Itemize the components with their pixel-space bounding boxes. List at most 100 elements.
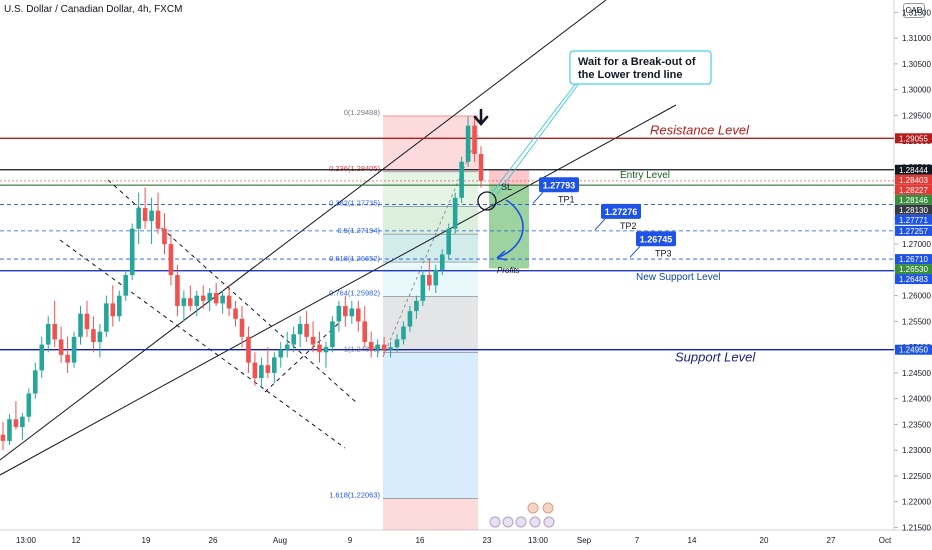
candle-body xyxy=(304,323,309,337)
price-tick-label: 1.25500 xyxy=(902,317,931,326)
fib-level-label: 0.618(1.26652) xyxy=(329,254,380,263)
candle-body xyxy=(233,308,238,319)
profits-label: Profits xyxy=(497,266,520,275)
price-tick-label: 1.31500 xyxy=(902,8,931,17)
event-us-icon[interactable] xyxy=(489,516,501,528)
time-tick-label: 9 xyxy=(348,536,353,545)
time-tick-label: 20 xyxy=(760,536,769,545)
symbol-title: U.S. Dollar / Canadian Dollar, 4h, FXCM xyxy=(4,4,183,15)
upper-channel-line[interactable] xyxy=(0,0,607,461)
time-tick-label: 14 xyxy=(688,536,697,545)
time-tick-label: Sep xyxy=(577,536,592,545)
price-tick-label: 1.24000 xyxy=(902,395,931,404)
target-badge xyxy=(601,203,641,219)
price-badge-label: 1.28227 xyxy=(899,186,928,195)
candle-body xyxy=(32,370,38,394)
fib-level-label: 1.618(1.22063) xyxy=(329,490,380,499)
candle-body xyxy=(142,208,148,221)
time-axis[interactable]: 13:00 12 19 26 Aug 9 16 23 13:00 Sep 7 14 20 27 Oct xyxy=(16,536,892,545)
candle-body xyxy=(26,393,32,417)
price-badge-label: 1.28130 xyxy=(899,206,928,215)
candle-body xyxy=(78,313,83,337)
candle-body xyxy=(381,344,387,350)
price-badge xyxy=(895,264,932,275)
time-tick-label: Oct xyxy=(879,536,892,545)
fib-level-label: 0.382(1.27735) xyxy=(329,198,380,207)
time-tick-label: Aug xyxy=(273,536,287,545)
event-us-icon-4[interactable] xyxy=(529,516,541,528)
callout-pointer xyxy=(490,81,578,195)
down-arrow-icon xyxy=(473,108,489,126)
candle-body xyxy=(207,293,213,301)
event-canada-icon[interactable] xyxy=(527,502,539,514)
candle-body xyxy=(401,326,406,340)
candle-body xyxy=(420,275,426,301)
candle-body xyxy=(45,323,51,345)
price-tick-label: 1.24500 xyxy=(902,369,931,378)
event-us-icon-2[interactable] xyxy=(502,516,514,528)
bottom-breakout-line[interactable] xyxy=(264,321,341,393)
economic-events[interactable] xyxy=(489,502,555,528)
price-badge-label: 1.26530 xyxy=(899,265,928,274)
candlestick-series xyxy=(0,116,484,451)
candle-body xyxy=(388,347,393,350)
candle-body xyxy=(433,269,439,286)
event-us-icon-3[interactable] xyxy=(515,516,527,528)
price-badge xyxy=(895,254,932,265)
time-tick-label: 16 xyxy=(416,536,425,545)
event-canada-icon-2[interactable] xyxy=(542,502,554,514)
stop-loss-label: SL xyxy=(501,182,512,192)
candle-body xyxy=(407,311,413,327)
price-badge xyxy=(895,164,932,175)
price-badge xyxy=(895,274,932,285)
lower-trend-line[interactable] xyxy=(0,104,677,476)
candle-body xyxy=(188,298,193,306)
candle-body xyxy=(317,344,322,353)
price-tick-label: 1.21500 xyxy=(902,523,931,532)
time-tick-label: 12 xyxy=(72,536,81,545)
candle-body xyxy=(446,228,452,255)
currency-badge[interactable]: CAD xyxy=(903,3,925,18)
candle-body xyxy=(104,303,109,332)
price-badge xyxy=(895,184,932,195)
event-us-icon-5[interactable] xyxy=(543,516,555,528)
time-tick-label: 19 xyxy=(142,536,151,545)
callout-line-2: the Lower trend line xyxy=(578,69,683,81)
target-price-label: 1.27793 xyxy=(543,180,576,190)
candle-body xyxy=(336,305,342,322)
candle-body xyxy=(355,308,361,322)
fib-labels: 0(1.29488) 0.236(1.28405) 0.382(1.27735) 0.… xyxy=(329,108,380,499)
candle-body xyxy=(58,339,64,355)
price-badge-label: 1.24950 xyxy=(899,346,928,355)
key-levels[interactable]: Resistance Level Entry Level New Support L… xyxy=(0,122,894,365)
candle-body xyxy=(259,365,264,379)
price-badge-label: 1.28146 xyxy=(899,196,928,205)
price-badge xyxy=(895,174,932,185)
candle-body xyxy=(323,347,329,353)
candle-body xyxy=(65,354,70,363)
resistance-label: Resistance Level xyxy=(650,122,750,137)
price-badge xyxy=(895,214,932,225)
falling-channel-lower[interactable] xyxy=(59,239,346,449)
callout-box[interactable] xyxy=(569,50,712,85)
fib-zones xyxy=(383,115,529,530)
price-badge-label: 1.26483 xyxy=(899,275,928,284)
price-tick-label: 1.29500 xyxy=(902,111,931,120)
price-badge xyxy=(895,204,932,215)
fib-zone xyxy=(383,234,478,263)
candle-body xyxy=(472,125,477,155)
candle-body xyxy=(110,303,116,317)
target-pointer xyxy=(532,191,544,204)
candle-body xyxy=(439,254,445,270)
breakout-circle xyxy=(477,191,497,211)
callout-pointer-2 xyxy=(496,81,581,195)
candle-body xyxy=(414,300,419,312)
fib-zone xyxy=(383,206,478,235)
target-tp-label: TP3 xyxy=(655,248,672,258)
price-badge-label: 1.29055 xyxy=(899,134,928,143)
price-tick-label: 1.22500 xyxy=(902,472,931,481)
candle-body xyxy=(52,323,57,340)
fib-zone xyxy=(383,352,478,499)
